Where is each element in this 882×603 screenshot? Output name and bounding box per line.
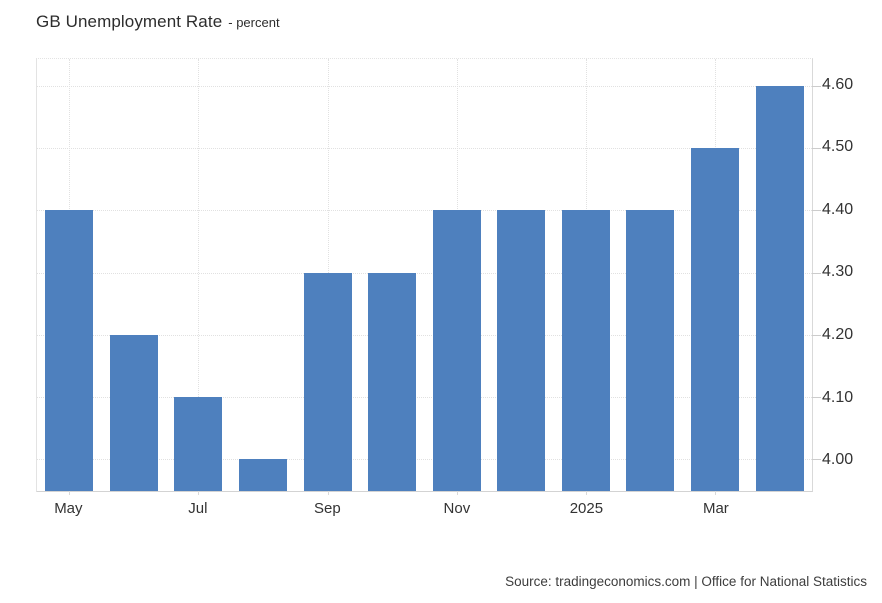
x-axis-tick: [585, 491, 587, 495]
y-axis-tick: [812, 148, 821, 149]
bar-slot: [102, 59, 167, 491]
y-axis-tick: [812, 334, 821, 336]
gridline: [37, 272, 812, 274]
bar-may[interactable]: [45, 210, 94, 491]
bar-slot: [231, 59, 296, 491]
bar-apr[interactable]: [755, 85, 804, 491]
gridline: [37, 459, 812, 461]
bar-slot: [166, 59, 231, 491]
y-axis-label: 4.20: [822, 326, 854, 344]
bar-mar[interactable]: [691, 148, 740, 491]
bars-layer: [37, 59, 812, 491]
x-axis-label: 2025: [569, 500, 604, 517]
bar-jul[interactable]: [174, 397, 223, 491]
y-axis-label: 4.50: [822, 138, 854, 156]
gridline: [37, 85, 812, 87]
bar-slot: [424, 59, 489, 491]
bar-aug[interactable]: [239, 459, 288, 491]
x-axis-tick: [456, 491, 458, 495]
x-axis-tick: [327, 491, 329, 495]
x-axis-label: May: [54, 500, 83, 517]
y-axis-label: 4.60: [822, 75, 854, 93]
y-axis-tick: [812, 85, 821, 87]
bar-jan[interactable]: [561, 210, 610, 491]
chart-subtitle: - percent: [228, 15, 280, 30]
y-axis-tick: [812, 210, 821, 212]
bar-slot: [747, 59, 812, 491]
y-axis-tick: [812, 397, 821, 398]
source-attribution: Source: tradingeconomics.com | Office fo…: [505, 574, 867, 589]
x-axis-label: Jul: [188, 500, 208, 517]
y-axis-label: 4.00: [822, 451, 854, 469]
x-axis: May Jul Sep Nov 2025 Mar: [36, 499, 813, 519]
bar-oct[interactable]: [368, 272, 417, 491]
bar-slot: [618, 59, 683, 491]
gridline: [37, 397, 812, 398]
gridline: [37, 148, 812, 149]
y-axis-label: 4.40: [822, 200, 854, 218]
gridline: [37, 210, 812, 212]
bar-slot: [489, 59, 554, 491]
y-axis-tick: [812, 272, 821, 274]
bar-slot: [683, 59, 748, 491]
chart-header: GB Unemployment Rate - percent: [36, 12, 280, 32]
y-axis: 4.60 4.50 4.40 4.30 4.20 4.10 4.00: [822, 58, 880, 492]
bar-dec[interactable]: [497, 210, 546, 491]
bar-slot: [295, 59, 360, 491]
bar-slot: [37, 59, 102, 491]
bar-jun[interactable]: [109, 334, 158, 491]
bar-sep[interactable]: [303, 272, 352, 491]
x-axis-label: Sep: [314, 500, 341, 517]
y-axis-label: 4.30: [822, 263, 854, 281]
x-axis-tick: [69, 491, 71, 495]
gridline: [37, 334, 812, 336]
gridline: [198, 59, 200, 491]
x-axis-tick: [198, 491, 200, 495]
y-axis-label: 4.10: [822, 388, 854, 406]
x-axis-tick: [715, 491, 717, 495]
x-axis-label: Nov: [443, 500, 471, 517]
bar-slot: [360, 59, 425, 491]
x-axis-label: Mar: [702, 500, 729, 517]
plot-area: [36, 58, 821, 495]
bar-slot: [554, 59, 619, 491]
y-axis-tick: [812, 459, 821, 461]
bar-feb[interactable]: [626, 210, 675, 491]
chart-title: GB Unemployment Rate: [36, 12, 223, 31]
bar-nov[interactable]: [432, 210, 481, 491]
